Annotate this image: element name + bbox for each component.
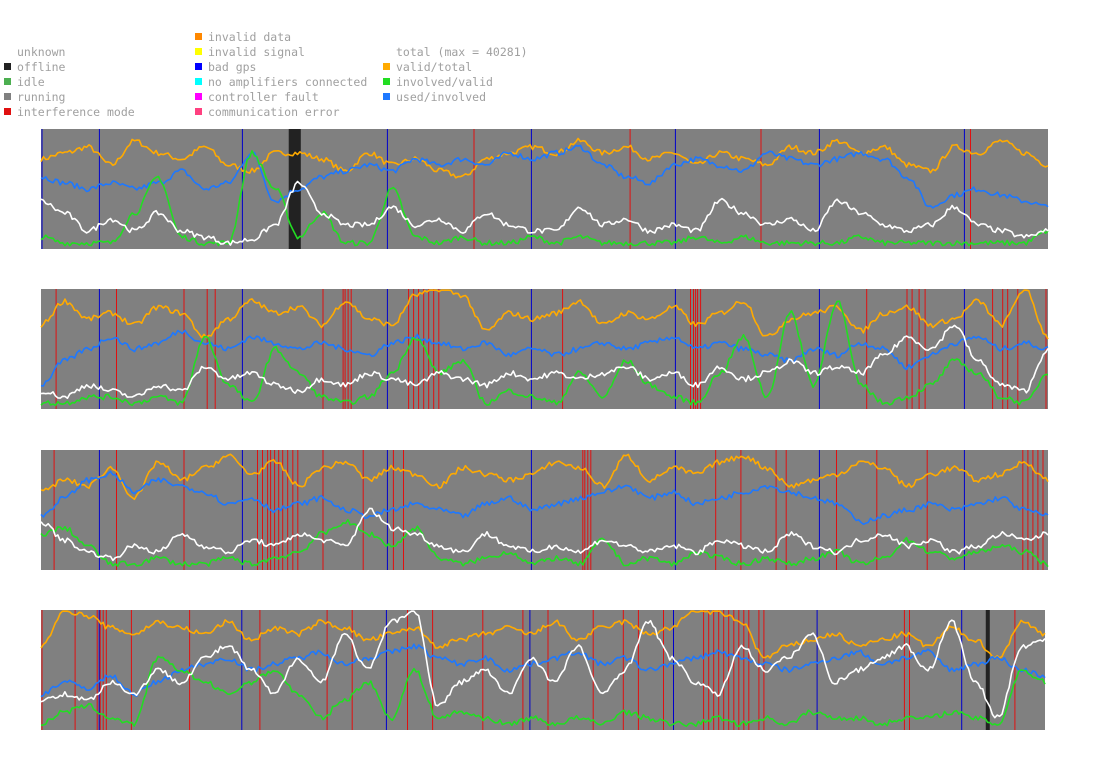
legend-label: running <box>17 90 66 104</box>
series-line-used-involved <box>40 329 1049 387</box>
series-line-involved-valid <box>40 655 1046 728</box>
series-line-total <box>40 180 1049 246</box>
legend-label: total (max = 40281) <box>396 45 528 59</box>
chart-panel-1 <box>40 129 1049 249</box>
series-line-total <box>40 507 1049 562</box>
legend-swatch <box>195 48 202 55</box>
series-line-involved-valid <box>40 300 1048 407</box>
legend-label: unknown <box>17 45 66 59</box>
series-line-valid-total <box>40 610 1046 659</box>
chart-panel-2 <box>40 289 1049 409</box>
legend-swatch <box>195 78 202 85</box>
legend-label: invalid signal <box>208 45 305 59</box>
legend-label: no amplifiers connected <box>208 75 368 89</box>
series-line-used-involved <box>40 470 1049 526</box>
legend-label: bad gps <box>208 60 257 74</box>
legend-swatch <box>195 108 202 115</box>
legend-label: invalid data <box>208 30 292 44</box>
series-line-involved-valid <box>40 518 1049 568</box>
legend-swatch <box>383 93 390 100</box>
series-line-valid-total <box>40 453 1049 501</box>
series-line-total <box>40 324 1049 400</box>
legend-label: involved/valid <box>396 75 493 89</box>
offline-span <box>985 610 990 730</box>
legend-swatch <box>195 33 202 40</box>
legend-label: offline <box>17 60 66 74</box>
legend-swatch <box>4 93 11 100</box>
legend-swatch <box>4 63 11 70</box>
legend-swatch <box>195 63 202 70</box>
legend-label: valid/total <box>396 60 473 74</box>
legend-swatch <box>383 63 390 70</box>
series-line-used-involved <box>40 643 1046 698</box>
legend-label: communication error <box>208 105 340 119</box>
offline-span <box>288 129 301 249</box>
series-line-valid-total <box>40 137 1049 179</box>
legend-label: controller fault <box>208 90 319 104</box>
legend-label: used/involved <box>396 90 487 104</box>
series-line-involved-valid <box>40 150 1049 247</box>
chart-legend: unknown offline idle running interferenc… <box>0 0 1095 125</box>
legend-label: interference mode <box>17 105 135 119</box>
legend-label: idle <box>17 75 45 89</box>
chart-panel-3 <box>40 450 1049 570</box>
legend-swatch <box>195 93 202 100</box>
legend-swatch <box>383 78 390 85</box>
legend-swatch <box>4 78 11 85</box>
series-line-total <box>40 610 1046 719</box>
series-line-valid-total <box>40 289 1049 340</box>
series-line-used-involved <box>40 144 1049 209</box>
legend-swatch <box>4 108 11 115</box>
chart-panel-4 <box>40 610 1046 730</box>
